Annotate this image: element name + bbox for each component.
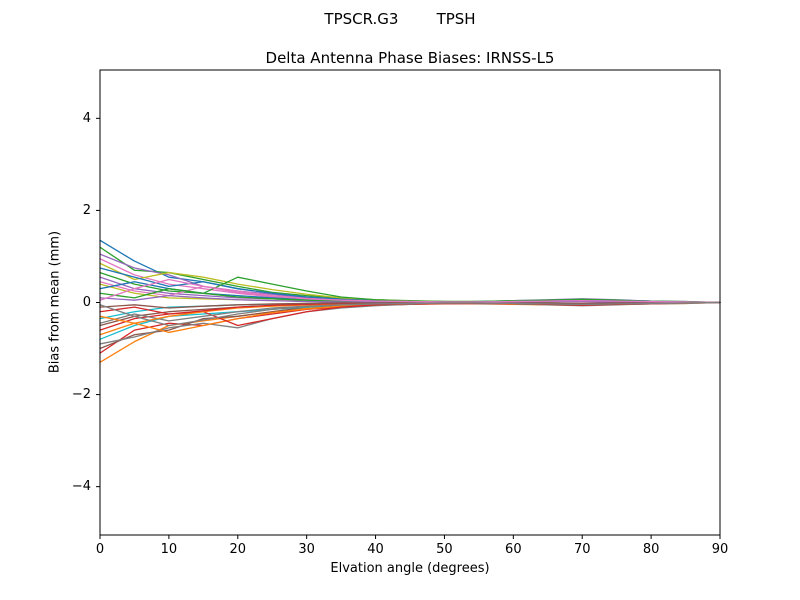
x-tick-label: 80	[643, 542, 660, 557]
series-line	[99, 301, 721, 340]
axes-title: Delta Antenna Phase Biases: IRNSS-L5	[265, 49, 555, 67]
x-tick-label: 20	[230, 542, 247, 557]
y-tick-label: 0	[83, 295, 91, 310]
x-tick-label: 30	[298, 542, 315, 557]
series-line	[99, 301, 721, 350]
y-tick-label: 4	[83, 111, 91, 126]
series-line	[99, 301, 721, 327]
series-line	[99, 301, 721, 309]
y-tick-label: −2	[72, 387, 91, 402]
x-tick-label: 40	[367, 542, 384, 557]
figure-suptitle: TPSCR.G3 TPSH	[324, 10, 476, 28]
x-tick-label: 70	[574, 542, 591, 557]
x-tick-label: 50	[436, 542, 453, 557]
x-tick-label: 10	[161, 542, 178, 557]
y-tick-label: −4	[72, 479, 91, 494]
x-tick-label: 0	[96, 542, 104, 557]
x-tick-label: 60	[505, 542, 522, 557]
series-line	[99, 301, 721, 345]
x-axis-label: Elvation angle (degrees)	[330, 561, 490, 576]
x-tick-label: 90	[712, 542, 729, 557]
y-tick-label: 2	[83, 203, 91, 218]
series-line	[99, 246, 721, 304]
series-line	[99, 278, 721, 304]
series-line	[99, 301, 721, 324]
